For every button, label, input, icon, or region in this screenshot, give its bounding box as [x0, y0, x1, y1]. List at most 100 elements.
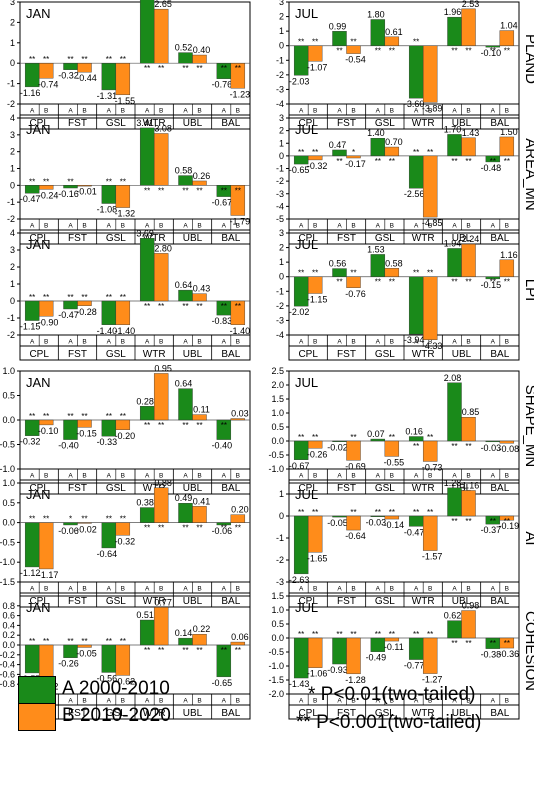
bar-b-wtr	[153, 133, 169, 186]
significance-mark: **	[235, 524, 241, 533]
y-tick-label: 2.5	[271, 366, 284, 376]
strip-label-a: A	[68, 223, 73, 230]
strip-label-a: A	[145, 223, 150, 230]
y-tick-label: 2	[10, 17, 15, 27]
value-label: 1.43	[462, 128, 480, 138]
category-label-fst: FST	[337, 596, 356, 607]
y-tick-label: 0.0	[271, 436, 284, 446]
strip-label-a: A	[414, 698, 419, 705]
value-label: -0.74	[38, 79, 59, 89]
significance-mark: **	[490, 157, 496, 166]
significance-mark: **	[336, 278, 342, 287]
value-label: 0.03	[231, 409, 249, 419]
bar-a-wtr	[408, 155, 424, 189]
category-label-cpl: CPL	[298, 349, 318, 360]
value-label: -0.65	[289, 165, 310, 175]
y-tick-label: -2	[276, 70, 284, 80]
strip-label-a: A	[414, 108, 419, 115]
significance-mark: **	[389, 508, 395, 517]
strip-label-a: A	[68, 339, 73, 346]
value-label: 2.80	[154, 243, 172, 253]
strip-label-b: B	[466, 586, 470, 593]
bar-b-gsl	[384, 146, 400, 157]
category-label-cpl: CPL	[29, 483, 49, 494]
significance-mark: **	[350, 269, 356, 278]
significance-mark: **	[81, 515, 87, 524]
strip-label-a: A	[222, 473, 227, 480]
y-tick-label: 4	[10, 228, 15, 238]
y-tick-label: 3	[10, 245, 15, 255]
value-label: -0.67	[212, 198, 233, 208]
y-tick-label: 0	[279, 511, 284, 521]
bar-a-cpl	[24, 644, 40, 674]
value-label: -0.49	[366, 653, 387, 663]
strip-label-a: A	[183, 586, 188, 593]
value-label: -1.32	[115, 209, 136, 219]
value-label: -0.62	[115, 676, 136, 686]
significance-mark: **	[221, 302, 227, 311]
bar-b-bal	[499, 637, 515, 649]
bar-b-ubl	[461, 490, 476, 517]
category-label-gsl: GSL	[375, 596, 395, 607]
value-label: 0.99	[329, 21, 347, 31]
bar-a-wtr	[139, 507, 155, 523]
bar-a-gsl	[370, 254, 386, 277]
strip-label-b: B	[197, 339, 201, 346]
strip-label-b: B	[313, 108, 317, 115]
value-label: 0.77	[154, 597, 172, 607]
category-label-bal: BAL	[221, 708, 240, 719]
value-label: 0.56	[329, 259, 347, 269]
y-tick-label: 1	[279, 257, 284, 267]
y-tick-label: -0.8	[0, 679, 15, 689]
category-label-wtr: WTR	[143, 349, 166, 360]
y-tick-label: -1	[276, 533, 284, 543]
bar-a-cpl	[24, 419, 40, 436]
value-label: -1.23	[230, 89, 251, 99]
value-label: -3.60	[404, 99, 425, 109]
significance-mark: **	[298, 269, 304, 278]
category-label-cpl: CPL	[298, 118, 318, 129]
y-tick-label: -2	[7, 214, 15, 224]
strip-label-b: B	[313, 473, 317, 480]
bar-a-ubl	[447, 487, 462, 517]
value-label: 1.40	[367, 128, 385, 138]
bar-b-wtr	[422, 155, 438, 218]
y-tick-label: -1.0	[0, 464, 15, 474]
strip-label-b: B	[428, 698, 432, 705]
significance-mark: **	[29, 177, 35, 186]
strip-label-a: A	[376, 108, 381, 115]
strip-label-a: A	[107, 698, 112, 705]
strip-label-a: A	[491, 698, 496, 705]
strip-label-a: A	[299, 473, 304, 480]
significance-mark: **	[413, 38, 419, 47]
significance-mark: **	[221, 421, 227, 430]
category-label-bal: BAL	[221, 233, 240, 244]
bar-a-bal	[485, 440, 501, 443]
strip-label-b: B	[197, 108, 201, 115]
significance-mark: **	[298, 38, 304, 47]
strip-label-a: A	[299, 698, 304, 705]
bar-a-ubl	[178, 289, 193, 302]
y-tick-label: 1	[10, 164, 15, 174]
month-label: JUL	[295, 237, 318, 252]
category-label-fst: FST	[337, 233, 356, 244]
significance-mark: **	[336, 630, 342, 639]
significance-mark: **	[67, 412, 73, 421]
bar-b-cpl	[307, 45, 323, 62]
strip-label-a: A	[414, 473, 419, 480]
significance-mark: **	[465, 517, 471, 526]
significance-mark: **	[504, 639, 510, 648]
significance-mark: **	[106, 293, 112, 302]
value-label: 0.88	[154, 478, 172, 488]
value-label: -0.14	[384, 520, 405, 530]
significance-mark: **	[43, 55, 49, 64]
y-tick-label: -0.5	[268, 450, 284, 460]
bar-b-gsl	[384, 440, 400, 457]
strip-label-b: B	[390, 698, 394, 705]
strip-label-a: A	[145, 473, 150, 480]
category-label-bal: BAL	[490, 349, 509, 360]
strip-label-b: B	[428, 586, 432, 593]
value-label: -0.06	[58, 526, 79, 536]
value-label: 0.06	[231, 632, 249, 642]
